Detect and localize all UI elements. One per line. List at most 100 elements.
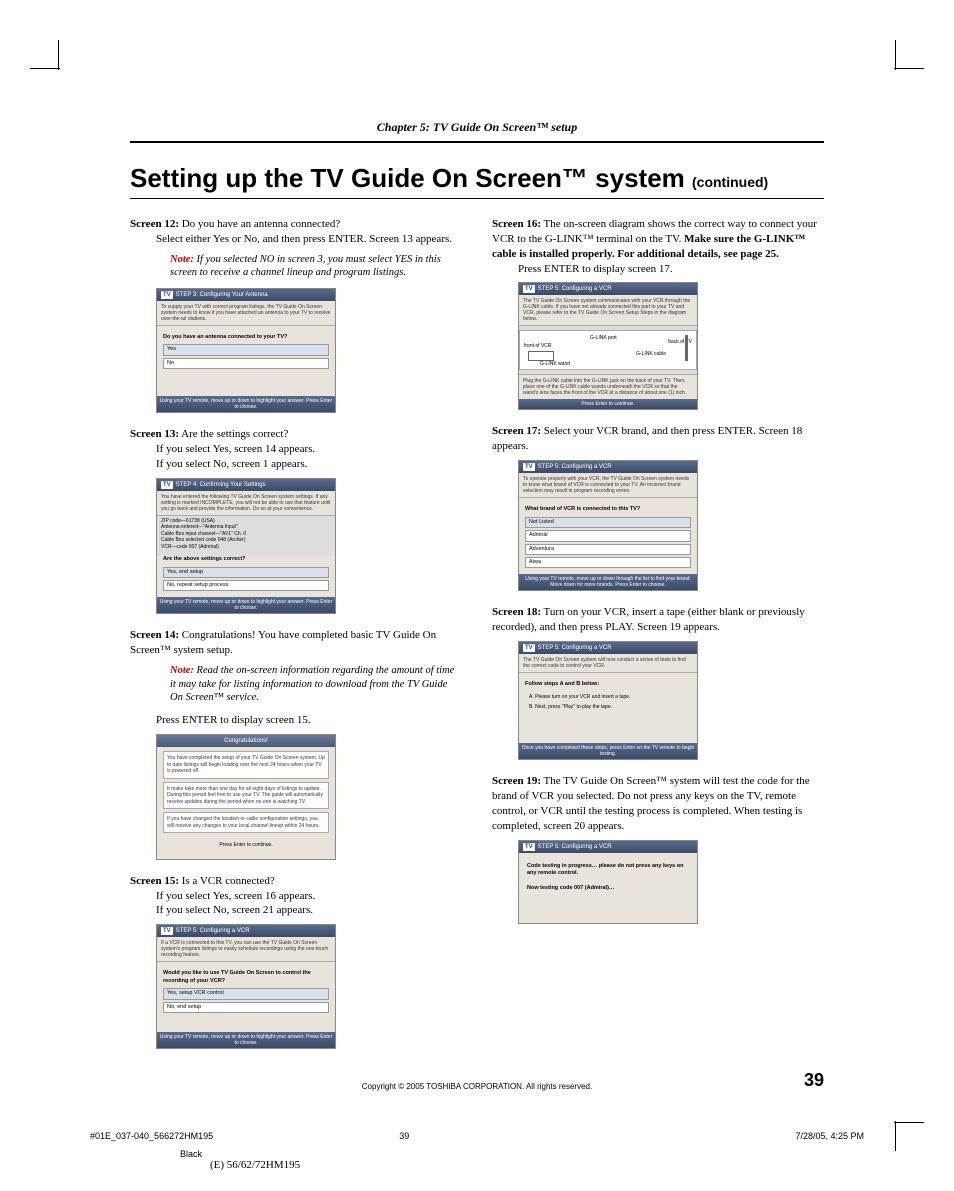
thumb-intro: If a VCR is connected to this TV, you ca… [157,937,335,962]
screenshot-thumbnail: TVSTEP 4: Confirming Your Settings You h… [156,478,336,615]
thumb-intro: The TV Guide On Screen system communicat… [519,295,697,326]
screen-line: If you select No, screen 21 appears. [156,903,462,918]
screenshot-thumbnail: TVSTEP 5: Configuring a VCR Code testing… [518,840,698,924]
footer-page: 39 [399,1131,409,1141]
screen-label: Screen 17: [492,425,541,437]
thumb-paragraph: If you have changed the location or cabl… [163,812,329,833]
thumb-intro: You have entered the following TV Guide … [157,491,335,516]
option-row: No, repeat setup process [163,580,329,591]
screenshot-thumbnail: TVSTEP 5: Configuring a VCR If a VCR is … [156,924,336,1049]
option-row: Yes [163,344,329,355]
thumb-footer: Press Enter to continue. [163,836,329,855]
screen-14: Screen 14: Congratulations! You have com… [130,628,462,859]
footer-meta: #01E_037-040_566272HM195 39 7/28/05, 4:2… [90,1131,864,1141]
setting-line: VCR—code 007 (Admiral) [161,544,331,551]
thumb-instruction: Plug the G-LINK cable into the G-LINK ja… [519,374,697,399]
thumb-title: STEP 5: Configuring a VCR [538,644,612,652]
screen-question: Do you have an antenna connected? [182,218,341,230]
tv-badge: TV [523,644,535,652]
vcr-icon [528,351,554,361]
footer-color: Black [180,1149,202,1159]
screen-label: Screen 12: [130,218,179,230]
thumb-footer: Using your TV remote, move up or down to… [157,1032,335,1048]
thumb-intro: The TV Guide On Screen system will now c… [519,654,697,673]
screen-label: Screen 19: [492,775,541,787]
thumb-title: STEP 3: Configuring Your Antenna [176,291,268,299]
screen-body: Press ENTER to display screen 17. [518,262,824,277]
thumb-intro: To operate properly with your VCR, the T… [519,473,697,498]
screen-label: Screen 14: [130,629,179,641]
status-line: Code testing in progress… please do not … [525,857,691,884]
option-row: No [163,358,329,369]
thumb-question: Do you have an antenna connected to your… [163,334,329,341]
thumb-title: STEP 5: Configuring a VCR [538,843,612,851]
thumb-question: Are the above settings correct? [163,556,329,563]
screen-18: Screen 18: Turn on your VCR, insert a ta… [492,605,824,760]
thumb-paragraph: It make take more than one day for all e… [163,782,329,810]
thumb-footer: Using your TV remote, move up or down th… [519,574,697,590]
screen-question: Is a VCR connected? [182,875,275,887]
note-text: Read the on-screen information regarding… [170,665,454,703]
note: Note: If you selected NO in screen 3, yo… [170,253,462,280]
option-row: No, end setup [163,1002,329,1013]
footer-model: (E) 56/62/72HM195 [210,1159,300,1171]
screen-body: Select either Yes or No, and then press … [156,232,462,247]
tv-icon [685,335,688,361]
page-title: Setting up the TV Guide On Screen™ syste… [130,163,824,199]
thumb-title: Congratulations! [157,735,335,747]
thumb-title: STEP 5: Configuring a VCR [176,927,250,935]
thumb-paragraph: You have completed the setup of your TV … [163,751,329,779]
screen-label: Screen 15: [130,875,179,887]
settings-list: ZIP code—61738 (USA) Antenna entered—"An… [157,516,335,553]
right-column: Screen 16: The on-screen diagram shows t… [492,217,824,1063]
screenshot-thumbnail: TVSTEP 5: Configuring a VCR To operate p… [518,460,698,591]
option-row: Aiwa [525,557,691,568]
screen-15: Screen 15: Is a VCR connected? If you se… [130,874,462,1050]
note-label: Note: [170,665,194,676]
page-number: 39 [804,1070,824,1091]
option-row: Yes, setup VCR control [163,988,329,999]
tv-badge: TV [161,927,173,935]
tv-badge: TV [161,291,173,299]
step-line: A. Please turn on your VCR and insert a … [525,692,691,703]
thumb-question: What brand of VCR is connected to this T… [525,506,691,513]
thumb-footer: Once you have completed these steps, pre… [519,743,697,759]
option-row: Yes, end setup [163,567,329,578]
diagram-label: back of TV [668,339,692,346]
tv-badge: TV [161,481,173,489]
thumb-question: Follow steps A and B below: [525,681,691,688]
screenshot-thumbnail: TVSTEP 5: Configuring a VCR The TV Guide… [518,282,698,410]
thumb-footer: Using your TV remote, move up or down to… [157,597,335,613]
screen-19: Screen 19: The TV Guide On Screen™ syste… [492,774,824,923]
screenshot-thumbnail: TVSTEP 5: Configuring a VCR The TV Guide… [518,641,698,760]
screen-label: Screen 13: [130,428,179,440]
step-line: B. Next, press "Play" to play the tape. [525,702,691,713]
thumb-title: STEP 5: Configuring a VCR [538,463,612,471]
screen-line: If you select Yes, screen 14 appears. [156,442,462,457]
screen-label: Screen 16: [492,218,541,230]
diagram-label: G-LINK cable [636,351,666,358]
diagram-label: front of VCR [524,343,552,350]
screen-body: Press ENTER to display screen 15. [156,713,462,728]
thumb-question: Would you like to use TV Guide On Screen… [163,970,329,985]
screen-13: Screen 13: Are the settings correct? If … [130,427,462,614]
note: Note: Read the on-screen information reg… [170,664,462,705]
title-text: Setting up the TV Guide On Screen™ syste… [130,163,692,193]
screen-16: Screen 16: The on-screen diagram shows t… [492,217,824,410]
footer-file: #01E_037-040_566272HM195 [90,1131,213,1141]
diagram-label: G-LINK port [590,335,617,342]
option-row: Adventura [525,544,691,555]
title-continued: (continued) [692,174,768,190]
note-label: Note: [170,254,194,265]
tv-badge: TV [523,463,535,471]
option-row: Admiral [525,530,691,541]
thumb-intro: To supply your TV with correct program l… [157,301,335,326]
screen-label: Screen 18: [492,606,541,618]
screen-17: Screen 17: Select your VCR brand, and th… [492,424,824,591]
glink-diagram: front of VCR back of TV G-LINK port G-LI… [519,330,697,370]
screen-12: Screen 12: Do you have an antenna connec… [130,217,462,413]
screen-line: If you select Yes, screen 16 appears. [156,889,462,904]
screen-question: Are the settings correct? [181,428,288,440]
thumb-footer: Press Enter to continue. [519,399,697,409]
chapter-header: Chapter 5: TV Guide On Screen™ setup [130,120,824,143]
